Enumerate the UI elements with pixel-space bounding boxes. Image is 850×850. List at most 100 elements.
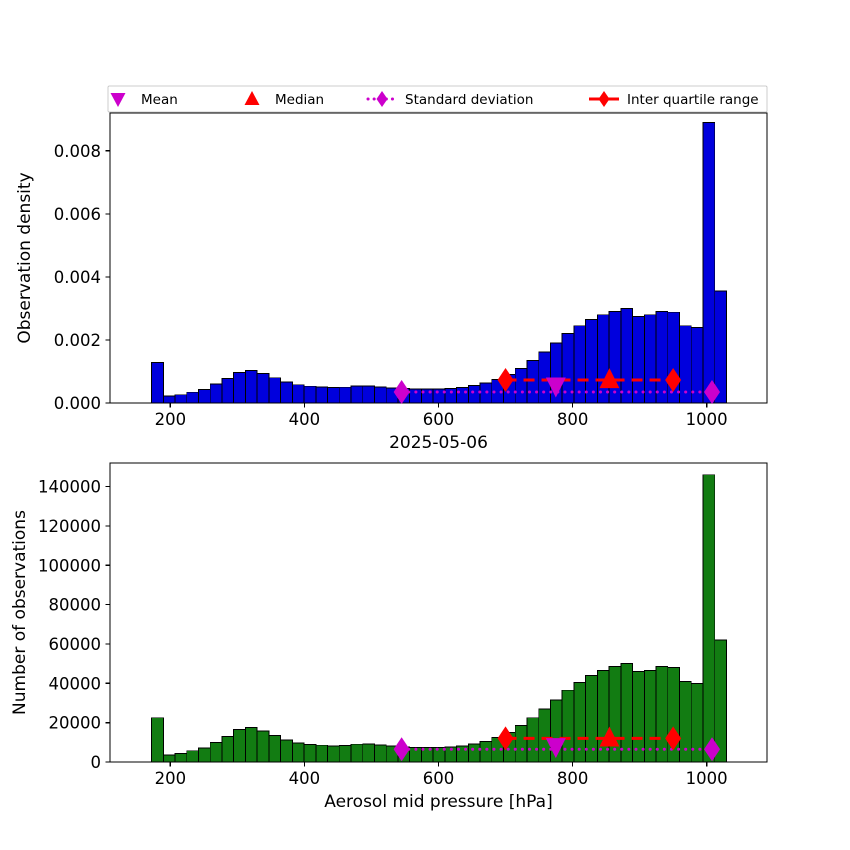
histogram-bar [162, 754, 176, 763]
histogram-bar [608, 311, 622, 404]
histogram-bar [151, 717, 164, 763]
histogram-bar [702, 122, 716, 404]
histogram-bar [198, 747, 211, 763]
y-tick-label: 80000 [49, 596, 102, 615]
x-tick-label: 600 [423, 769, 455, 788]
std-deviation-marker [393, 379, 410, 404]
histogram-bar [479, 740, 493, 763]
legend-item[interactable]: Mean [110, 92, 178, 108]
iqr-marker [665, 726, 682, 751]
histogram-bar [655, 666, 669, 763]
legend-item[interactable]: Standard deviation [366, 91, 533, 108]
histogram-bar [338, 386, 352, 404]
std-deviation-marker [393, 737, 410, 762]
diamond-icon [376, 91, 388, 107]
iqr-marker [665, 367, 682, 392]
median-marker [599, 726, 620, 747]
y-axis-label-bottom: Number of observations [10, 510, 30, 715]
x-tick-label: 200 [155, 769, 187, 788]
histogram-bar [233, 729, 246, 763]
iqr-marker [497, 726, 514, 751]
histogram-bar [151, 362, 164, 404]
histogram-bar [655, 311, 669, 404]
histogram-bar [467, 743, 481, 763]
statistics-overlay-bottom [393, 726, 721, 762]
histogram-bar [186, 391, 199, 404]
median-marker [599, 368, 620, 389]
histogram-bar [303, 385, 317, 404]
triangle-down-icon [110, 93, 126, 107]
statistics-overlay-top [393, 367, 721, 404]
x-tick-label: 200 [155, 410, 187, 429]
y-tick-label: 0.006 [54, 205, 101, 224]
histogram-bar [315, 386, 329, 404]
x-axis-label-bottom: Aerosol mid pressure [hPa] [324, 792, 552, 812]
histogram-bar [362, 385, 375, 404]
x-tick-label: 1000 [686, 410, 728, 429]
histogram-bar [291, 742, 305, 763]
histogram-bar [374, 744, 387, 763]
histogram-bar [526, 360, 540, 404]
y-tick-label: 0 [91, 753, 102, 772]
histogram-bar [338, 745, 352, 763]
histogram-bar [702, 474, 716, 763]
y-tick-label: 40000 [49, 674, 102, 693]
iqr-marker [497, 367, 514, 392]
y-tick-label: 120000 [38, 517, 101, 536]
histogram-bar [162, 395, 176, 404]
chart-legend: Mean Median Standard deviation Inter quarti… [107, 85, 768, 113]
histogram-bar [221, 735, 235, 763]
mean-marker [545, 738, 566, 759]
legend-label: Median [275, 92, 324, 108]
histogram-bar [538, 351, 551, 404]
histogram-bar [374, 386, 387, 404]
x-tick-label: 400 [289, 410, 321, 429]
x-tick-label: 1000 [686, 769, 728, 788]
histogram-bar [268, 377, 282, 404]
histogram-bar [514, 725, 528, 763]
mean-marker [545, 377, 566, 398]
legend-label: Mean [141, 92, 178, 108]
histogram-bar [608, 666, 622, 763]
legend-box [107, 85, 768, 113]
histogram-bar [596, 314, 610, 404]
y-tick-label: 0.008 [54, 142, 101, 161]
x-axis-label-top: 2025-05-06 [389, 433, 488, 453]
histogram-bar [291, 384, 305, 404]
y-tick-label: 100000 [38, 556, 101, 575]
x-tick-label: 400 [289, 769, 321, 788]
histogram-bar [467, 385, 481, 404]
histogram-bar [456, 387, 469, 404]
histogram-bar [174, 394, 188, 404]
y-tick-label: 0.004 [54, 268, 101, 287]
histogram-bar [561, 689, 575, 763]
histogram-bar [256, 373, 270, 404]
y-tick-label: 20000 [49, 714, 102, 733]
triangle-up-icon [244, 91, 260, 105]
y-axis-label-top: Observation density [15, 172, 35, 343]
histogram-bar [620, 663, 634, 763]
histogram-bar [350, 743, 364, 763]
histogram-bar [585, 319, 598, 404]
histogram-bar [233, 371, 246, 404]
histogram-bars-bottom [151, 474, 727, 763]
x-tick-label: 600 [423, 410, 455, 429]
x-tick-label: 800 [557, 769, 589, 788]
histogram-bar [303, 744, 317, 763]
histogram-bar [350, 385, 364, 404]
histogram-bar [280, 381, 293, 404]
legend-item[interactable]: Inter quartile range [589, 91, 759, 108]
histogram-bar [280, 739, 293, 763]
histogram-bar [268, 734, 282, 763]
legend-label: Inter quartile range [627, 92, 759, 108]
histogram-bar [632, 315, 645, 404]
histogram-bar [256, 730, 270, 763]
y-tick-label: 0.000 [54, 394, 101, 413]
legend-item[interactable]: Median [244, 91, 325, 108]
panel-bottom: 200 400 600 800 1000 0 20000 40000 60000 80000 100… [10, 462, 768, 812]
histogram-bar [514, 367, 528, 404]
std-deviation-marker [704, 379, 721, 404]
std-deviation-marker [704, 737, 721, 762]
y-tick-label: 140000 [38, 478, 101, 497]
